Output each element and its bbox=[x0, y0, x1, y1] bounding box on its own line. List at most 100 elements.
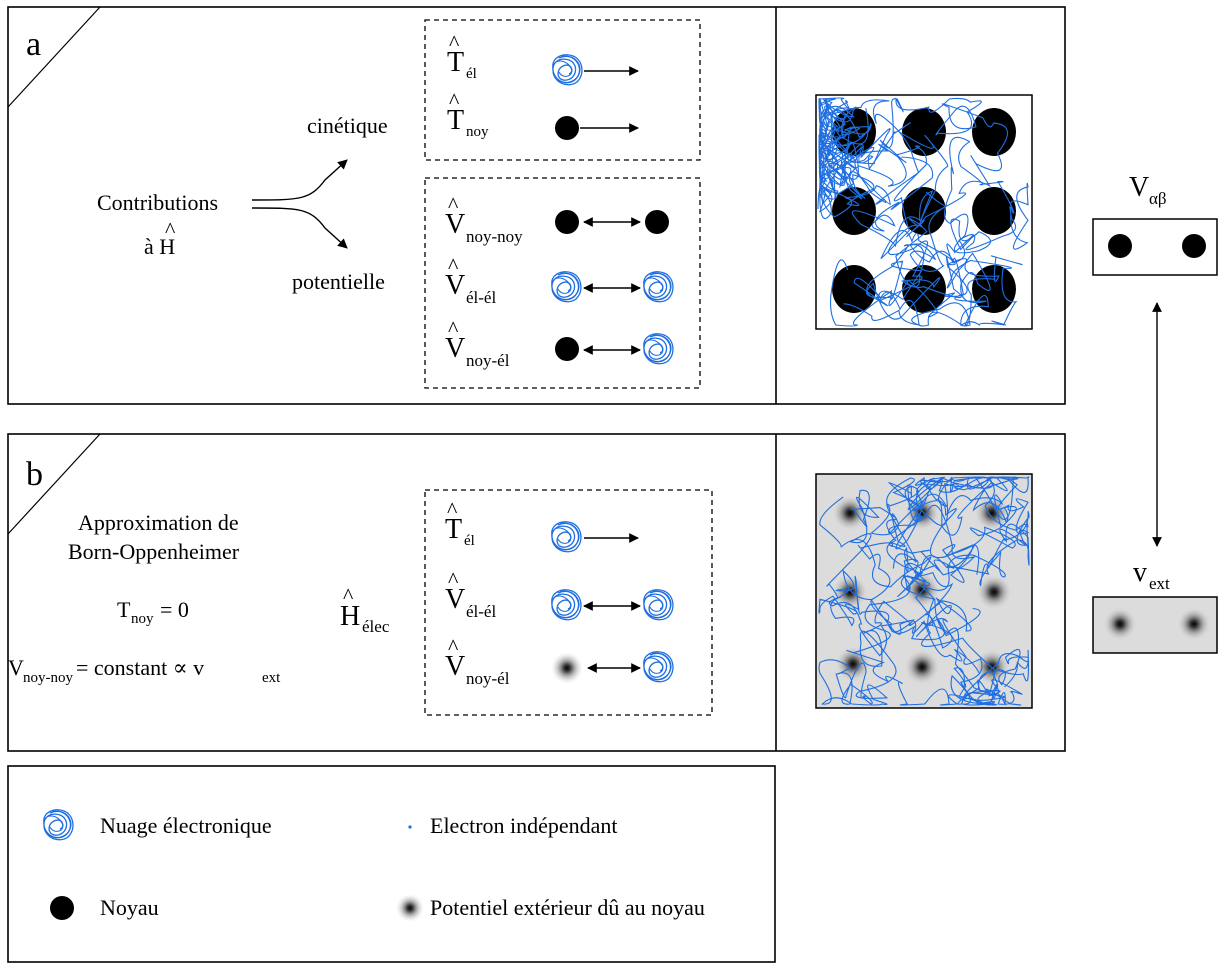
arrow-to-potentielle bbox=[251, 207, 348, 249]
potential bbox=[974, 495, 1010, 531]
nucleus bbox=[972, 108, 1016, 156]
term-t-noy-sub: noy bbox=[466, 124, 489, 140]
nucleus-icon bbox=[1108, 234, 1132, 258]
nucleus-icon bbox=[555, 337, 579, 361]
term-v-el-el: V ^ él-él bbox=[445, 253, 674, 307]
helec-sub: élec bbox=[362, 617, 390, 636]
hat-icon: ^ bbox=[448, 192, 459, 217]
vnoy-base: V bbox=[8, 655, 24, 680]
electron-path bbox=[846, 543, 1029, 706]
electron-path bbox=[818, 99, 949, 237]
a-h-label: à H bbox=[144, 234, 175, 259]
term-b-v-noy-el: V ^ noy-él bbox=[445, 634, 674, 688]
electron-cloud-icon bbox=[552, 54, 583, 86]
v-ab-base: V bbox=[1129, 172, 1149, 203]
hat-icon: ^ bbox=[448, 567, 459, 592]
tnoy-equation: T noy = 0 bbox=[117, 597, 189, 627]
term-b-t-el-sub: él bbox=[464, 533, 475, 549]
electron-path bbox=[819, 97, 1008, 248]
v-ext-sub: ext bbox=[1149, 574, 1170, 593]
electron-cloud-icon bbox=[643, 651, 674, 683]
potential bbox=[832, 574, 868, 610]
hat-icon: ^ bbox=[448, 253, 459, 278]
legend-nucleus-label: Noyau bbox=[100, 895, 159, 920]
hat-icon: ^ bbox=[449, 30, 460, 55]
potential-icon bbox=[551, 652, 583, 684]
approx-line1: Approximation de bbox=[78, 510, 239, 535]
legend-potential-icon bbox=[396, 894, 424, 922]
tnoy-base: T bbox=[117, 597, 131, 622]
term-b-v-el-el-base: V bbox=[445, 584, 465, 615]
hat-icon: ^ bbox=[343, 583, 354, 608]
term-v-noy-noy: V ^ noy-noy bbox=[445, 192, 669, 246]
panel-b-label: b bbox=[26, 456, 43, 493]
legend-potential-label: Potentiel extérieur dû au noyau bbox=[430, 895, 705, 920]
vnoy-sub: noy-noy bbox=[23, 670, 73, 686]
nucleus bbox=[832, 265, 876, 313]
electron-path bbox=[818, 97, 920, 205]
term-v-el-el-sub: él-él bbox=[466, 288, 496, 307]
arrow-to-cinetique bbox=[251, 159, 348, 201]
term-v-noy-noy-base: V bbox=[445, 209, 465, 240]
potential bbox=[904, 649, 940, 685]
term-v-noy-el: V ^ noy-él bbox=[445, 316, 674, 370]
term-t-noy: T ^ noy bbox=[447, 88, 639, 140]
legend-nucleus-icon bbox=[50, 896, 74, 920]
electron-cloud-icon bbox=[643, 333, 674, 365]
a-h-hat-icon: ^ bbox=[165, 217, 176, 242]
term-t-el-sub: él bbox=[466, 66, 477, 82]
potential-icon bbox=[1177, 607, 1211, 641]
kinetic-terms-box bbox=[424, 19, 701, 161]
helec-base: H bbox=[340, 601, 360, 632]
panel-b: b Approximation de Born-Oppenheimer T no… bbox=[7, 433, 1066, 752]
nucleus bbox=[902, 265, 946, 313]
legend-cloud-label: Nuage électronique bbox=[100, 813, 272, 838]
hat-icon: ^ bbox=[447, 497, 458, 522]
side-v-alpha-beta: V αβ bbox=[1092, 172, 1218, 276]
electron-path bbox=[818, 575, 998, 706]
potential bbox=[904, 495, 940, 531]
elec-terms-box bbox=[424, 489, 713, 716]
tnoy-rest: = 0 bbox=[160, 597, 189, 622]
term-b-t-el: T ^ él bbox=[445, 497, 639, 553]
electron-cloud-icon bbox=[551, 521, 582, 553]
nucleus-icon bbox=[1182, 234, 1206, 258]
vnoy-rest: = constant ∝ v bbox=[76, 655, 204, 680]
legend-cloud-icon bbox=[43, 809, 74, 841]
nucleus-icon bbox=[555, 116, 579, 140]
electron-path bbox=[870, 476, 1019, 699]
potential bbox=[832, 495, 868, 531]
potential bbox=[976, 574, 1012, 610]
term-b-t-el-base: T bbox=[445, 514, 462, 545]
nuclei-grid bbox=[832, 108, 1016, 313]
term-v-noy-noy-sub: noy-noy bbox=[466, 227, 523, 246]
v-ab-sub: αβ bbox=[1149, 189, 1167, 208]
term-t-el: T ^ él bbox=[447, 30, 639, 86]
term-v-noy-el-base: V bbox=[445, 333, 465, 364]
vnoy-ext-sub: ext bbox=[262, 670, 281, 686]
contributions-label: Contributions bbox=[97, 190, 218, 215]
potentielle-label: potentielle bbox=[292, 269, 385, 294]
nucleus-icon bbox=[645, 210, 669, 234]
electron-tangle bbox=[818, 476, 1030, 707]
electron-path bbox=[830, 224, 996, 327]
electron-cloud-icon bbox=[551, 271, 582, 303]
electron-path bbox=[900, 476, 1030, 707]
legend: Nuage électronique Electron indépendant … bbox=[7, 765, 776, 963]
nucleus bbox=[972, 187, 1016, 235]
term-b-v-el-el-sub: él-él bbox=[466, 602, 496, 621]
side-v-ext: v ext bbox=[1092, 557, 1218, 654]
potential-icon bbox=[1103, 607, 1137, 641]
h-elec-label: H ^ élec bbox=[340, 583, 390, 636]
term-t-noy-base: T bbox=[447, 105, 464, 136]
legend-electron-icon bbox=[408, 825, 412, 829]
legend-electron-label: Electron indépendant bbox=[430, 813, 618, 838]
v-ext-base: v bbox=[1133, 557, 1147, 588]
nucleus bbox=[902, 108, 946, 156]
hat-icon: ^ bbox=[448, 316, 459, 341]
panel-a-label: a bbox=[26, 26, 41, 63]
electron-cloud-icon bbox=[643, 589, 674, 621]
term-b-v-el-el: V ^ él-él bbox=[445, 567, 674, 621]
term-v-noy-el-sub: noy-él bbox=[466, 351, 510, 370]
